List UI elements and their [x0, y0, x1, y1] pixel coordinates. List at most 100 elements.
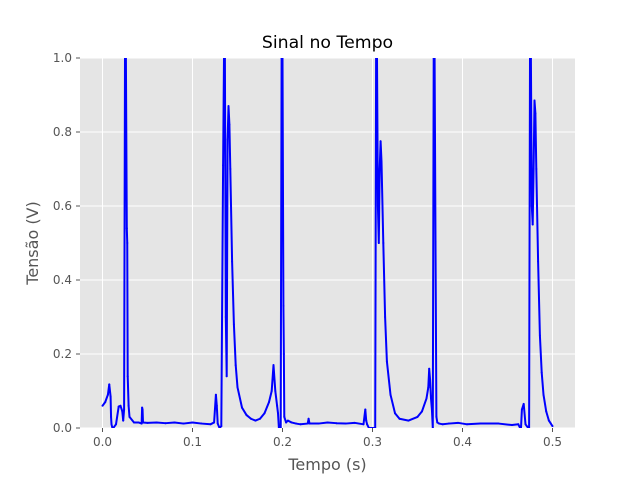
- data-point: [223, 58, 226, 59]
- data-point: [540, 371, 543, 374]
- x-tick-label: 0.5: [543, 435, 562, 449]
- data-point: [141, 406, 144, 409]
- data-point: [214, 393, 217, 396]
- data-point: [140, 422, 143, 425]
- data-point: [122, 419, 125, 422]
- data-point: [112, 427, 115, 428]
- data-point: [229, 168, 232, 170]
- series-layer: [101, 58, 554, 428]
- data-point: [173, 421, 176, 424]
- x-tick-label: 0.4: [453, 435, 472, 449]
- data-point: [123, 408, 126, 411]
- x-tick-label: 0.2: [273, 435, 292, 449]
- data-point: [479, 422, 482, 425]
- data-point: [164, 422, 167, 425]
- y-tick-label: 0.8: [53, 125, 72, 139]
- data-point: [191, 421, 194, 424]
- data-point: [182, 422, 185, 425]
- y-axis-ticks: 0.0 0.2 0.4 0.6 0.8 1.0: [53, 51, 80, 435]
- data-point: [538, 334, 541, 337]
- data-point: [285, 421, 288, 424]
- data-point: [308, 422, 311, 425]
- data-point: [133, 421, 135, 424]
- data-point: [277, 412, 279, 415]
- data-point: [215, 404, 218, 407]
- data-point: [128, 415, 131, 418]
- data-point: [281, 58, 284, 59]
- data-point: [124, 58, 127, 59]
- data-point: [425, 397, 428, 400]
- data-point: [364, 408, 367, 411]
- data-point: [226, 138, 229, 141]
- data-point: [394, 412, 396, 415]
- data-point: [141, 408, 144, 411]
- data-point: [272, 364, 275, 367]
- data-point: [126, 242, 129, 244]
- data-point: [344, 422, 347, 425]
- data-point: [428, 367, 431, 370]
- data-point: [430, 397, 432, 400]
- data-point: [532, 168, 535, 170]
- data-point: [110, 423, 113, 426]
- data-point: [220, 425, 223, 428]
- data-point: [326, 421, 329, 424]
- x-tick-label: 0.3: [363, 435, 382, 449]
- data-point: [531, 223, 534, 226]
- data-point: [295, 422, 297, 425]
- data-point: [533, 99, 536, 102]
- data-point: [380, 160, 383, 163]
- data-point: [537, 260, 540, 263]
- data-point: [101, 404, 104, 407]
- data-point: [110, 415, 113, 418]
- data-point: [200, 422, 203, 425]
- data-point: [250, 417, 252, 420]
- data-point: [511, 424, 513, 427]
- data-point: [517, 423, 520, 426]
- data-point: [542, 393, 545, 396]
- data-point: [241, 406, 243, 409]
- data-point: [431, 427, 434, 428]
- data-point: [216, 422, 219, 425]
- data-point: [307, 417, 310, 420]
- data-point: [374, 427, 377, 428]
- data-point: [398, 417, 401, 420]
- data-point: [263, 412, 266, 415]
- data-point: [126, 375, 129, 378]
- data-point: [528, 427, 531, 428]
- data-point: [436, 421, 439, 424]
- data-point: [382, 242, 385, 244]
- data-point: [367, 427, 370, 428]
- data-point: [106, 393, 109, 396]
- plot-area: [80, 58, 575, 428]
- data-point: [282, 353, 285, 355]
- data-point: [306, 422, 309, 425]
- x-tick-label: 0.0: [93, 435, 112, 449]
- data-point: [232, 323, 235, 326]
- data-point: [121, 410, 124, 413]
- data-point: [227, 105, 230, 108]
- data-point: [268, 401, 270, 404]
- data-point: [224, 316, 227, 318]
- data-point: [115, 423, 117, 426]
- y-tick-label: 0.2: [53, 347, 72, 361]
- series-points: [101, 58, 554, 428]
- data-point: [520, 408, 523, 411]
- data-point: [109, 395, 112, 398]
- data-point: [547, 419, 550, 422]
- y-tick-label: 0.0: [53, 421, 72, 435]
- data-point: [429, 378, 432, 381]
- data-point: [317, 422, 320, 425]
- data-point: [376, 205, 379, 207]
- data-point: [276, 404, 279, 407]
- data-point: [254, 419, 257, 422]
- data-point: [290, 421, 293, 424]
- data-point: [228, 123, 231, 126]
- data-point: [234, 364, 237, 367]
- data-point: [378, 168, 381, 170]
- data-point: [457, 421, 459, 424]
- data-point: [534, 112, 537, 115]
- data-point: [379, 140, 382, 143]
- data-point: [127, 404, 130, 407]
- data-point: [231, 260, 234, 263]
